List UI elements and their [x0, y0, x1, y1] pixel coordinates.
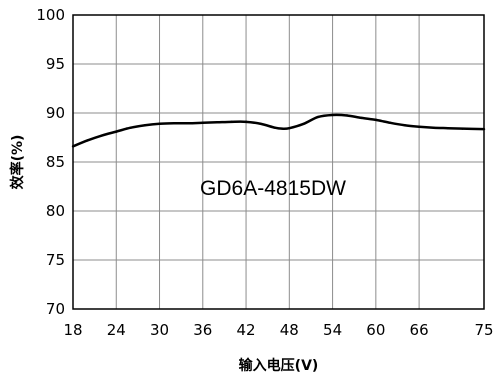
x-tick-label: 36 — [193, 321, 212, 339]
data-point — [158, 122, 161, 125]
data-point — [360, 116, 363, 120]
data-point — [417, 125, 421, 128]
data-point — [403, 124, 406, 127]
y-tick-label: 75 — [46, 251, 65, 269]
data-point — [389, 121, 392, 125]
data-point — [302, 122, 305, 125]
data-point — [244, 120, 248, 124]
data-point — [187, 122, 190, 125]
data-point — [216, 121, 219, 124]
x-tick-label: 60 — [366, 321, 385, 339]
data-point — [230, 120, 233, 124]
x-tick-label: 54 — [323, 321, 342, 339]
efficiency-series-line — [72, 113, 485, 148]
y-tick-label: 90 — [46, 104, 65, 122]
data-point — [115, 130, 118, 133]
x-tick-label: 30 — [150, 321, 169, 339]
x-tick-label: 24 — [107, 321, 126, 339]
data-point — [86, 139, 89, 142]
y-axis-title: 效率(%) — [9, 135, 26, 190]
data-point — [100, 134, 104, 137]
data-point — [331, 113, 334, 117]
plot-frame — [72, 14, 485, 310]
x-tick-label: 75 — [474, 321, 493, 339]
x-tick-label: 42 — [237, 321, 256, 339]
data-point — [432, 126, 435, 129]
data-point — [316, 115, 320, 119]
data-point — [280, 127, 284, 130]
y-tick-label: 70 — [46, 300, 65, 318]
data-point — [374, 118, 378, 122]
x-axis-title: 输入电压(V) — [239, 357, 319, 374]
x-tick-labels: 18 24 30 36 42 48 54 60 66 75 — [63, 321, 493, 339]
data-point — [259, 122, 262, 125]
data-point — [273, 126, 277, 129]
y-tick-label: 100 — [36, 6, 65, 24]
data-point — [345, 114, 349, 117]
data-point — [143, 124, 147, 127]
data-point — [172, 122, 176, 125]
y-tick-label: 85 — [46, 153, 65, 171]
y-tick-labels: 70 75 80 85 90 95 100 — [36, 6, 65, 318]
model-annotation: GD6A-4815DW — [200, 177, 346, 200]
data-point — [201, 121, 204, 125]
data-point — [446, 126, 450, 130]
data-point — [482, 127, 486, 131]
grid — [72, 14, 485, 310]
data-point — [288, 126, 291, 130]
series-group — [71, 113, 486, 148]
x-tick-label: 66 — [410, 321, 429, 339]
x-tick-label: 18 — [63, 321, 82, 339]
x-tick-label: 48 — [280, 321, 299, 339]
y-tick-label: 95 — [46, 55, 65, 73]
data-point — [461, 127, 464, 130]
data-point — [129, 126, 132, 129]
y-tick-label: 80 — [46, 202, 65, 220]
data-point — [71, 145, 75, 148]
